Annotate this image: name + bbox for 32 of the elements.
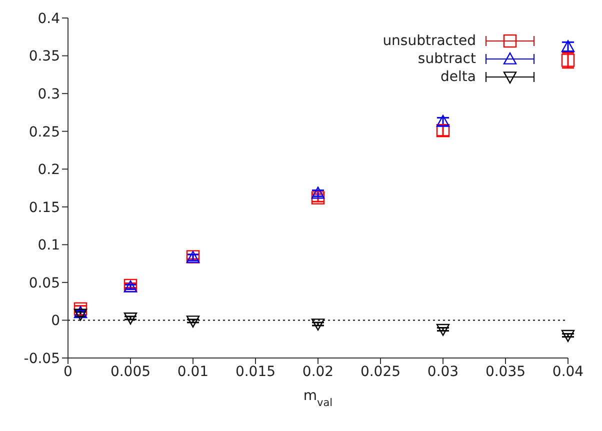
y-tick-label: 0.3 — [38, 86, 60, 103]
y-tick-label: 0.25 — [28, 124, 60, 140]
point — [74, 302, 88, 316]
point — [311, 318, 325, 331]
x-axis-title: m$_{val}$ — [303, 388, 333, 409]
point — [561, 330, 575, 342]
x-tick-label: 0.01 — [177, 364, 209, 380]
point — [311, 186, 325, 199]
y-tick-label: 0.4 — [38, 10, 60, 27]
point — [124, 312, 138, 325]
x-tick-label: 0.015 — [235, 364, 276, 380]
y-tick-label: 0.2 — [38, 162, 60, 178]
x-tick-label: 0.005 — [110, 364, 151, 380]
x-tick-label: 0 — [64, 364, 72, 380]
legend-label: subtract — [418, 51, 476, 67]
y-tick-label: 0.1 — [38, 238, 60, 254]
point — [436, 324, 450, 336]
x-tick-label: 0.035 — [485, 364, 526, 380]
x-tick-label: 0.03 — [427, 364, 459, 380]
x-tick-label: 0.025 — [360, 364, 401, 380]
point — [186, 316, 200, 328]
y-tick-label: 0 — [51, 313, 60, 330]
y-tick-label: 0.15 — [28, 200, 60, 216]
y-tick-label: 0.35 — [28, 48, 60, 65]
legend-label: delta — [440, 69, 476, 85]
point — [74, 306, 88, 318]
point — [74, 308, 88, 321]
legend-label: unsubtracted — [382, 33, 476, 49]
x-tick-label: 0.04 — [552, 364, 584, 380]
y-tick-label: -0.05 — [24, 350, 60, 367]
y-tick-label: 0.05 — [28, 275, 60, 292]
x-tick-label: 0.02 — [302, 364, 334, 380]
